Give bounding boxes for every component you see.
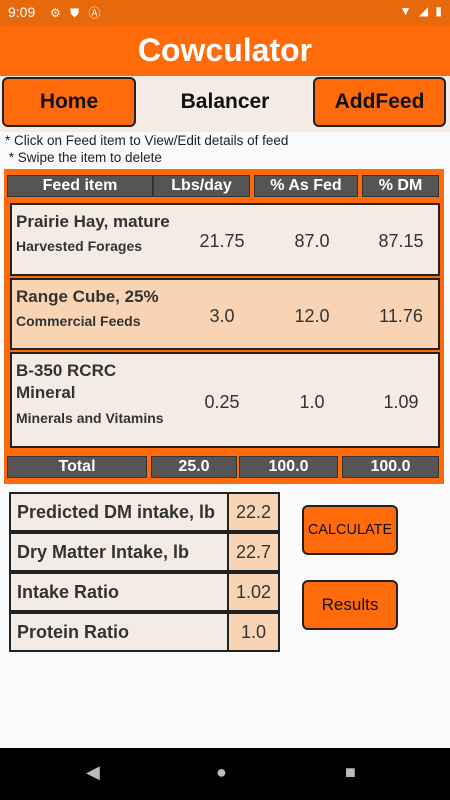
feed-as-fed: 1.0 [299, 392, 325, 412]
results-button[interactable]: Results [302, 580, 398, 630]
total-label: Total [7, 456, 147, 478]
result-label: Intake Ratio [11, 574, 229, 610]
status-bar: 9:09 ⚙ ⛊ Ⓐ ▼ ◢ ▮ [0, 0, 450, 26]
feed-panel: Feed item Lbs/day % As Fed % DM Prairie … [4, 169, 444, 484]
system-nav-bar: ◀ ● ■ [0, 748, 450, 800]
feed-category: Commercial Feeds [16, 313, 141, 329]
result-value: 22.7 [229, 534, 278, 570]
feed-name: B-350 RCRC Mineral [16, 361, 117, 402]
status-time: 9:09 [8, 4, 36, 20]
header-dm: % DM [362, 175, 439, 197]
feed-lbs: 3.0 [209, 306, 235, 326]
result-value: 1.0 [229, 614, 278, 650]
a-icon: Ⓐ [88, 6, 101, 20]
header-as-fed: % As Fed [254, 175, 358, 197]
app-title: Cowculator [137, 32, 313, 68]
nav-tabs: Home Balancer AddFeed [0, 76, 450, 132]
result-row: Protein Ratio 1.0 [9, 612, 280, 652]
feed-dm: 11.76 [379, 306, 423, 326]
feed-name: Range Cube, 25% [16, 287, 159, 306]
battery-icon: ▮ [435, 4, 442, 18]
feed-lbs: 21.75 [199, 231, 245, 251]
instruction-line-1: * Click on Feed item to View/Edit detail… [5, 133, 289, 148]
total-dm: 100.0 [342, 456, 439, 478]
header-lbs-day: Lbs/day [153, 175, 250, 197]
wifi-icon: ▼ [399, 4, 412, 18]
instruction-line-2: * Swipe the item to delete [5, 150, 162, 165]
result-row: Intake Ratio 1.02 [9, 572, 280, 612]
feed-row[interactable]: Prairie Hay, mature Harvested Forages 21… [10, 203, 440, 276]
result-value: 1.02 [229, 574, 278, 610]
signal-icon: ◢ [418, 4, 429, 18]
gear-icon: ⚙ [50, 6, 61, 20]
instructions: * Click on Feed item to View/Edit detail… [5, 132, 288, 166]
feed-category: Minerals and Vitamins [16, 410, 164, 426]
feed-row[interactable]: B-350 RCRC Mineral Minerals and Vitamins… [10, 352, 440, 448]
calculate-button[interactable]: CALCULATE [302, 505, 398, 555]
status-right-icons: ▼ ◢ ▮ [396, 4, 442, 18]
home-button[interactable]: Home [2, 77, 136, 127]
home-icon[interactable]: ● [216, 762, 227, 782]
feed-row[interactable]: Range Cube, 25% Commercial Feeds 3.0 12.… [10, 278, 440, 350]
total-as-fed: 100.0 [239, 456, 338, 478]
total-lbs: 25.0 [151, 456, 237, 478]
feed-dm: 87.15 [378, 231, 424, 251]
feed-category: Harvested Forages [16, 238, 143, 254]
recents-icon[interactable]: ■ [345, 762, 356, 782]
feed-lbs: 0.25 [204, 392, 240, 412]
header-feed-item: Feed item [7, 175, 153, 197]
result-row: Dry Matter Intake, lb 22.7 [9, 532, 280, 572]
result-value: 22.2 [229, 494, 278, 530]
result-row: Predicted DM intake, lb 22.2 [9, 492, 280, 532]
feed-dm: 1.09 [383, 392, 419, 412]
shield-icon: ⛊ [70, 6, 80, 20]
result-label: Dry Matter Intake, lb [11, 534, 229, 570]
app-header: Cowculator [0, 26, 450, 76]
add-feed-button[interactable]: AddFeed [313, 77, 446, 127]
tab-balancer[interactable]: Balancer [180, 90, 270, 113]
back-icon[interactable]: ◀ [86, 762, 100, 782]
feed-as-fed: 12.0 [294, 306, 330, 326]
feed-as-fed: 87.0 [294, 231, 330, 251]
result-label: Protein Ratio [11, 614, 229, 650]
result-label: Predicted DM intake, lb [11, 494, 229, 530]
feed-name: Prairie Hay, mature [16, 212, 170, 231]
status-left-icons: ⚙ ⛊ Ⓐ [50, 4, 106, 21]
